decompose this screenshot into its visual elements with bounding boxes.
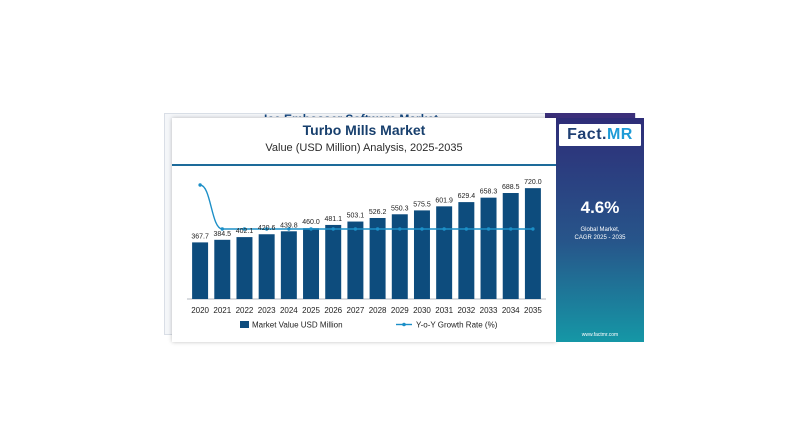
logo-prefix: Fact. <box>567 126 607 143</box>
growth-point <box>264 227 269 231</box>
bar-value-label: 420.6 <box>258 225 276 232</box>
factmr-logo: Fact.MR <box>559 124 641 146</box>
growth-point <box>353 227 358 231</box>
bar <box>192 242 209 299</box>
growth-point <box>464 227 469 231</box>
bar-value-label: 367.7 <box>191 233 209 240</box>
bar <box>458 202 475 299</box>
growth-point <box>331 227 335 231</box>
x-tick-label: 2030 <box>413 306 431 315</box>
side-panel: Fact.MR 4.6% Global Market, CAGR 2025 - … <box>556 118 644 342</box>
x-tick-label: 2032 <box>457 306 475 315</box>
growth-point <box>420 227 424 231</box>
bar <box>502 193 519 299</box>
logo-suffix: MR <box>606 126 633 143</box>
bar <box>325 224 342 299</box>
x-tick-label: 2033 <box>480 306 498 315</box>
bar <box>280 231 297 299</box>
bar-value-label: 658.3 <box>480 189 498 196</box>
cagr-label: Global Market, CAGR 2025 - 2035 <box>556 226 644 242</box>
growth-point <box>486 227 491 231</box>
growth-point <box>198 183 202 187</box>
bar-value-label: 526.2 <box>369 209 387 216</box>
growth-point <box>242 227 247 231</box>
bar-value-label: 601.9 <box>435 197 453 204</box>
x-tick-label: 2028 <box>369 306 387 315</box>
x-tick-label: 2035 <box>524 306 542 315</box>
x-tick-label: 2031 <box>435 306 453 315</box>
cagr-label-line2: CAGR 2025 - 2035 <box>574 235 626 241</box>
bar-value-label: 384.5 <box>214 231 232 238</box>
chart-title: Turbo Mills Market <box>302 122 426 138</box>
bar-value-label: 550.3 <box>391 205 409 212</box>
x-tick-label: 2023 <box>258 306 276 315</box>
bar-value-label: 439.8 <box>280 222 298 229</box>
legend-line-label: Y-o-Y Growth Rate (%) <box>416 321 498 330</box>
bar-value-label: 503.1 <box>347 213 365 220</box>
x-tick-label: 2027 <box>347 306 365 315</box>
x-tick-label: 2025 <box>302 306 320 315</box>
bar <box>480 197 497 299</box>
growth-point <box>220 227 224 231</box>
bar <box>347 221 364 299</box>
bar-value-label: 688.5 <box>502 184 520 191</box>
cagr-value: 4.6% <box>580 198 620 217</box>
growth-point <box>375 227 380 231</box>
website-link[interactable]: www.factmr.com <box>581 332 619 338</box>
growth-line <box>199 184 533 230</box>
bar <box>413 210 430 299</box>
x-tick-label: 2022 <box>236 306 254 315</box>
bar <box>236 237 253 299</box>
growth-point <box>309 227 313 231</box>
growth-point <box>442 227 446 231</box>
bar-value-label: 720.0 <box>524 179 542 186</box>
bar <box>524 188 541 299</box>
bar-value-label: 460.0 <box>302 219 320 226</box>
background-card-title: Ice Embosser Software Market <box>264 113 484 117</box>
bar-value-label: 481.1 <box>324 216 342 223</box>
legend-line-marker <box>402 322 406 327</box>
legend-bar-label: Market Value USD Million <box>252 321 343 330</box>
chart-area: 367.7 384.5 402.1 420.6 439.8 460.0 481.1 503.1… <box>187 179 546 330</box>
bar <box>214 239 231 299</box>
x-tick-label: 2021 <box>213 306 231 315</box>
title-divider <box>172 164 556 166</box>
x-tick-label: 2020 <box>191 306 209 315</box>
bar <box>391 214 408 299</box>
bar <box>436 206 453 299</box>
growth-point <box>398 227 402 231</box>
bar <box>369 217 386 299</box>
growth-point <box>509 227 513 231</box>
growth-point <box>287 227 291 231</box>
x-tick-label: 2026 <box>324 306 342 315</box>
chart-card: Turbo Mills Market Value (USD Million) A… <box>172 118 556 342</box>
bar-value-label: 629.4 <box>458 193 476 200</box>
bar-value-label: 575.5 <box>413 201 431 208</box>
cagr-label-line1: Global Market, <box>580 227 620 233</box>
bar-value-label: 402.1 <box>236 228 254 235</box>
growth-point <box>531 227 535 231</box>
x-tick-label: 2034 <box>502 306 520 315</box>
bar <box>303 228 320 299</box>
x-tick-label: 2024 <box>280 306 298 315</box>
x-tick-label: 2029 <box>391 306 409 315</box>
chart-subtitle: Value (USD Million) Analysis, 2025-2035 <box>265 142 463 154</box>
bar <box>258 234 275 299</box>
legend-bar-swatch <box>240 321 249 328</box>
